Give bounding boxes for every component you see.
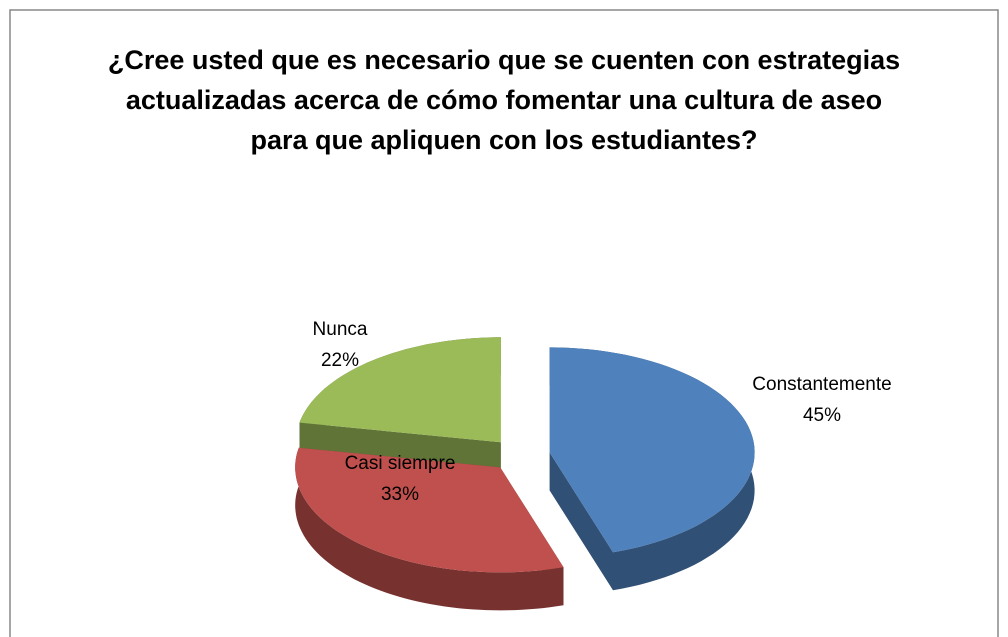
- slice-value-label: 22%: [321, 350, 359, 371]
- slice-value-label: 33%: [381, 484, 419, 505]
- slice: [299, 337, 501, 443]
- slice: [295, 447, 564, 573]
- slice-value-label: 45%: [803, 405, 841, 426]
- slice: [549, 347, 755, 553]
- slice-side: [295, 447, 564, 611]
- slice-label: Nunca: [313, 319, 368, 340]
- slice-wall: [549, 452, 613, 591]
- chart-title: ¿Cree usted que es necesario que se cuen…: [107, 45, 901, 155]
- slice-label: Casi siempre: [345, 453, 456, 474]
- chart-frame: [9, 9, 999, 637]
- slice-label: Constantemente: [752, 374, 891, 395]
